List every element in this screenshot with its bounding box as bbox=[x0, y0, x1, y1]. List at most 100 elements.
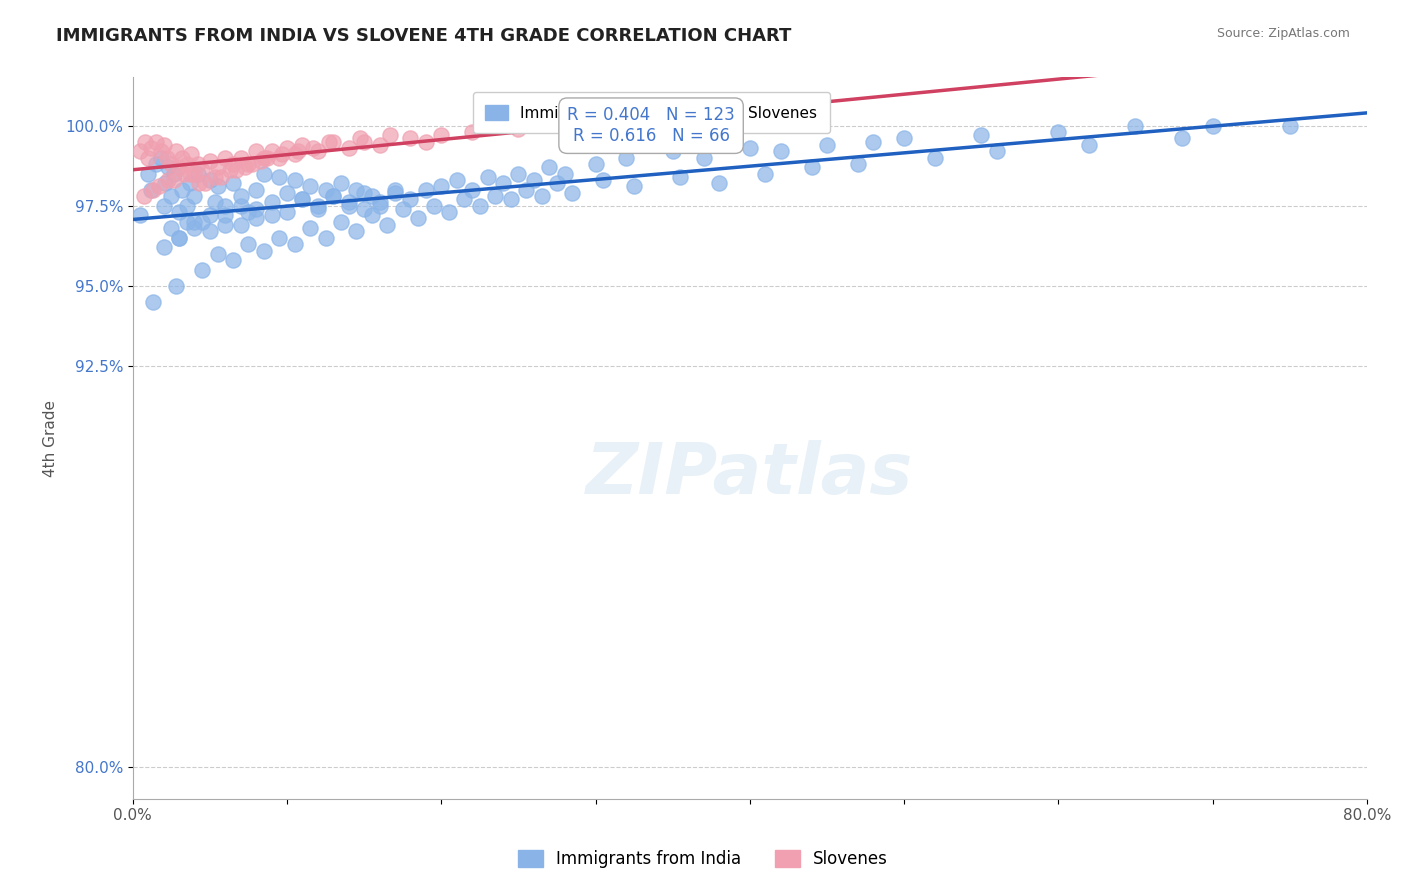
Point bbox=[384, 183, 406, 197]
Point bbox=[152, 137, 174, 152]
Point bbox=[172, 151, 194, 165]
Point bbox=[179, 176, 201, 190]
Point bbox=[846, 157, 869, 171]
Point bbox=[129, 144, 152, 158]
Point bbox=[754, 167, 776, 181]
Point bbox=[353, 186, 375, 200]
Point bbox=[346, 224, 368, 238]
Point bbox=[380, 128, 402, 143]
Point bbox=[1047, 125, 1070, 139]
Point bbox=[484, 189, 506, 203]
Point bbox=[422, 199, 444, 213]
Point bbox=[194, 176, 217, 190]
Point bbox=[554, 119, 576, 133]
Point bbox=[183, 167, 205, 181]
Point bbox=[337, 195, 360, 210]
Point bbox=[284, 173, 307, 187]
Point bbox=[661, 144, 683, 158]
Point bbox=[276, 186, 298, 200]
Point bbox=[523, 173, 546, 187]
Point bbox=[287, 144, 309, 158]
Point bbox=[152, 240, 174, 254]
Point bbox=[291, 192, 314, 206]
Point bbox=[592, 173, 614, 187]
Point bbox=[214, 218, 236, 232]
Point bbox=[229, 151, 252, 165]
Point bbox=[183, 221, 205, 235]
Point bbox=[157, 160, 180, 174]
Legend: Immigrants from India, Slovenes: Immigrants from India, Slovenes bbox=[472, 92, 830, 133]
Point bbox=[235, 160, 257, 174]
Point bbox=[240, 157, 263, 171]
Point bbox=[176, 157, 198, 171]
Point bbox=[149, 151, 172, 165]
Point bbox=[145, 157, 167, 171]
Point bbox=[346, 183, 368, 197]
Point bbox=[229, 218, 252, 232]
Point bbox=[461, 125, 484, 139]
Point bbox=[145, 135, 167, 149]
Point bbox=[368, 199, 391, 213]
Point bbox=[970, 128, 993, 143]
Point bbox=[132, 189, 155, 203]
Point bbox=[269, 169, 291, 184]
Point bbox=[173, 167, 195, 181]
Point bbox=[406, 211, 429, 226]
Text: ZIPatlas: ZIPatlas bbox=[586, 440, 914, 508]
Point bbox=[360, 208, 382, 222]
Point bbox=[616, 151, 638, 165]
Point bbox=[322, 189, 344, 203]
Point bbox=[399, 192, 422, 206]
Point bbox=[250, 153, 273, 168]
Point bbox=[198, 208, 221, 222]
Point bbox=[1125, 119, 1147, 133]
Point bbox=[245, 183, 267, 197]
Point bbox=[769, 144, 792, 158]
Point bbox=[260, 144, 283, 158]
Point bbox=[585, 125, 607, 139]
Point bbox=[375, 218, 398, 232]
Point bbox=[157, 173, 180, 187]
Point bbox=[508, 167, 530, 181]
Point bbox=[204, 195, 226, 210]
Point bbox=[180, 147, 202, 161]
Point bbox=[800, 160, 823, 174]
Point bbox=[160, 189, 183, 203]
Point bbox=[214, 151, 236, 165]
Point bbox=[337, 141, 360, 155]
Point bbox=[222, 157, 245, 171]
Point bbox=[291, 137, 314, 152]
Text: R = 0.404   N = 123
R = 0.616   N = 66: R = 0.404 N = 123 R = 0.616 N = 66 bbox=[567, 106, 735, 145]
Point bbox=[430, 179, 453, 194]
Point bbox=[269, 231, 291, 245]
Point bbox=[437, 205, 460, 219]
Point bbox=[160, 221, 183, 235]
Point bbox=[815, 137, 838, 152]
Point bbox=[315, 183, 337, 197]
Point bbox=[142, 183, 165, 197]
Point bbox=[302, 141, 325, 155]
Point bbox=[515, 183, 537, 197]
Point bbox=[337, 199, 360, 213]
Point bbox=[222, 253, 245, 268]
Point bbox=[167, 231, 190, 245]
Text: Source: ZipAtlas.com: Source: ZipAtlas.com bbox=[1216, 27, 1350, 40]
Point bbox=[141, 183, 163, 197]
Point bbox=[229, 199, 252, 213]
Point bbox=[191, 163, 214, 178]
Point bbox=[207, 160, 229, 174]
Text: IMMIGRANTS FROM INDIA VS SLOVENE 4TH GRADE CORRELATION CHART: IMMIGRANTS FROM INDIA VS SLOVENE 4TH GRA… bbox=[56, 27, 792, 45]
Point bbox=[307, 199, 329, 213]
Point bbox=[315, 231, 337, 245]
Point bbox=[623, 179, 645, 194]
Point bbox=[136, 151, 159, 165]
Point bbox=[253, 151, 276, 165]
Point bbox=[349, 131, 371, 145]
Point bbox=[191, 262, 214, 277]
Point bbox=[330, 176, 353, 190]
Point bbox=[183, 215, 205, 229]
Point bbox=[468, 199, 491, 213]
Point bbox=[165, 144, 187, 158]
Point bbox=[307, 202, 329, 216]
Point bbox=[134, 135, 156, 149]
